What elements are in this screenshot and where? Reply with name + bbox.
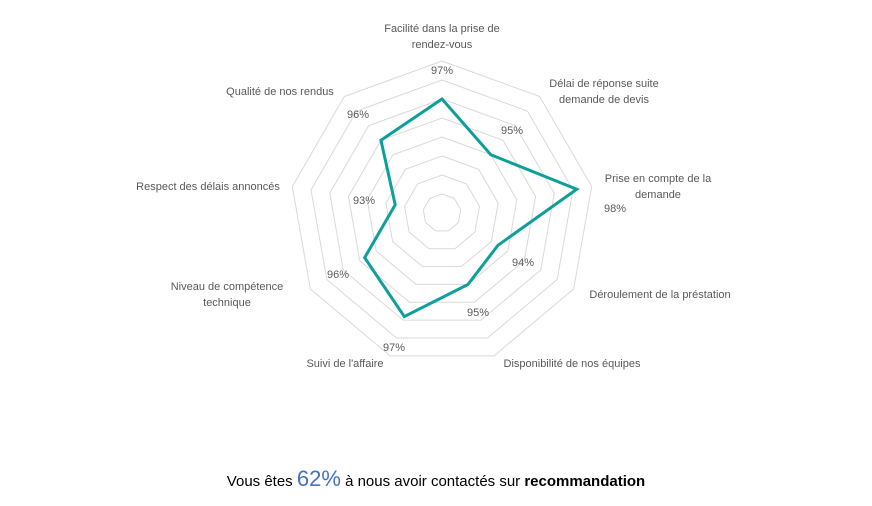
grid-ring [291, 60, 593, 357]
footer-prefix: Vous êtes [226, 473, 297, 490]
category-label: Niveau de compétence technique [170, 281, 284, 309]
grid-ring [366, 136, 518, 285]
recommendation-footer: Vous êtes 62% à nous avoir contactés sur… [0, 466, 872, 492]
data-label: 97% [430, 65, 454, 77]
category-label: Prise en compte de la demande [604, 173, 712, 201]
grid-ring [404, 174, 480, 250]
category-label: Délai de réponse suite demande de devis [549, 78, 659, 106]
category-label: Suivi de l'affaire [306, 358, 384, 370]
data-label: 95% [466, 307, 490, 319]
category-label: Qualité de nos rendus [226, 86, 334, 98]
data-label: 96% [346, 109, 370, 121]
data-label: 98% [603, 203, 627, 215]
grid-ring [422, 193, 462, 232]
data-label: 95% [500, 125, 524, 137]
data-label: 96% [326, 269, 350, 281]
grid-ring [347, 117, 537, 303]
category-label: Déroulement de la préstation [589, 289, 731, 301]
data-label: 94% [511, 257, 535, 269]
grid-ring [329, 98, 555, 321]
grid-rings [291, 60, 593, 357]
grid-ring [385, 155, 499, 268]
data-label: 97% [382, 342, 406, 354]
data-label: 93% [352, 195, 376, 207]
category-label: Respect des délais annoncés [136, 181, 280, 193]
recommendation-percent: 62% [296, 466, 341, 491]
category-label: Disponibilité de nos équipes [503, 358, 641, 370]
footer-bold: recommandation [524, 473, 646, 490]
category-label: Facilité dans la prise de rendez-vous [384, 23, 500, 51]
footer-middle: à nous avoir contactés sur [340, 473, 525, 490]
series-line [362, 97, 580, 319]
grid-ring [310, 79, 574, 339]
